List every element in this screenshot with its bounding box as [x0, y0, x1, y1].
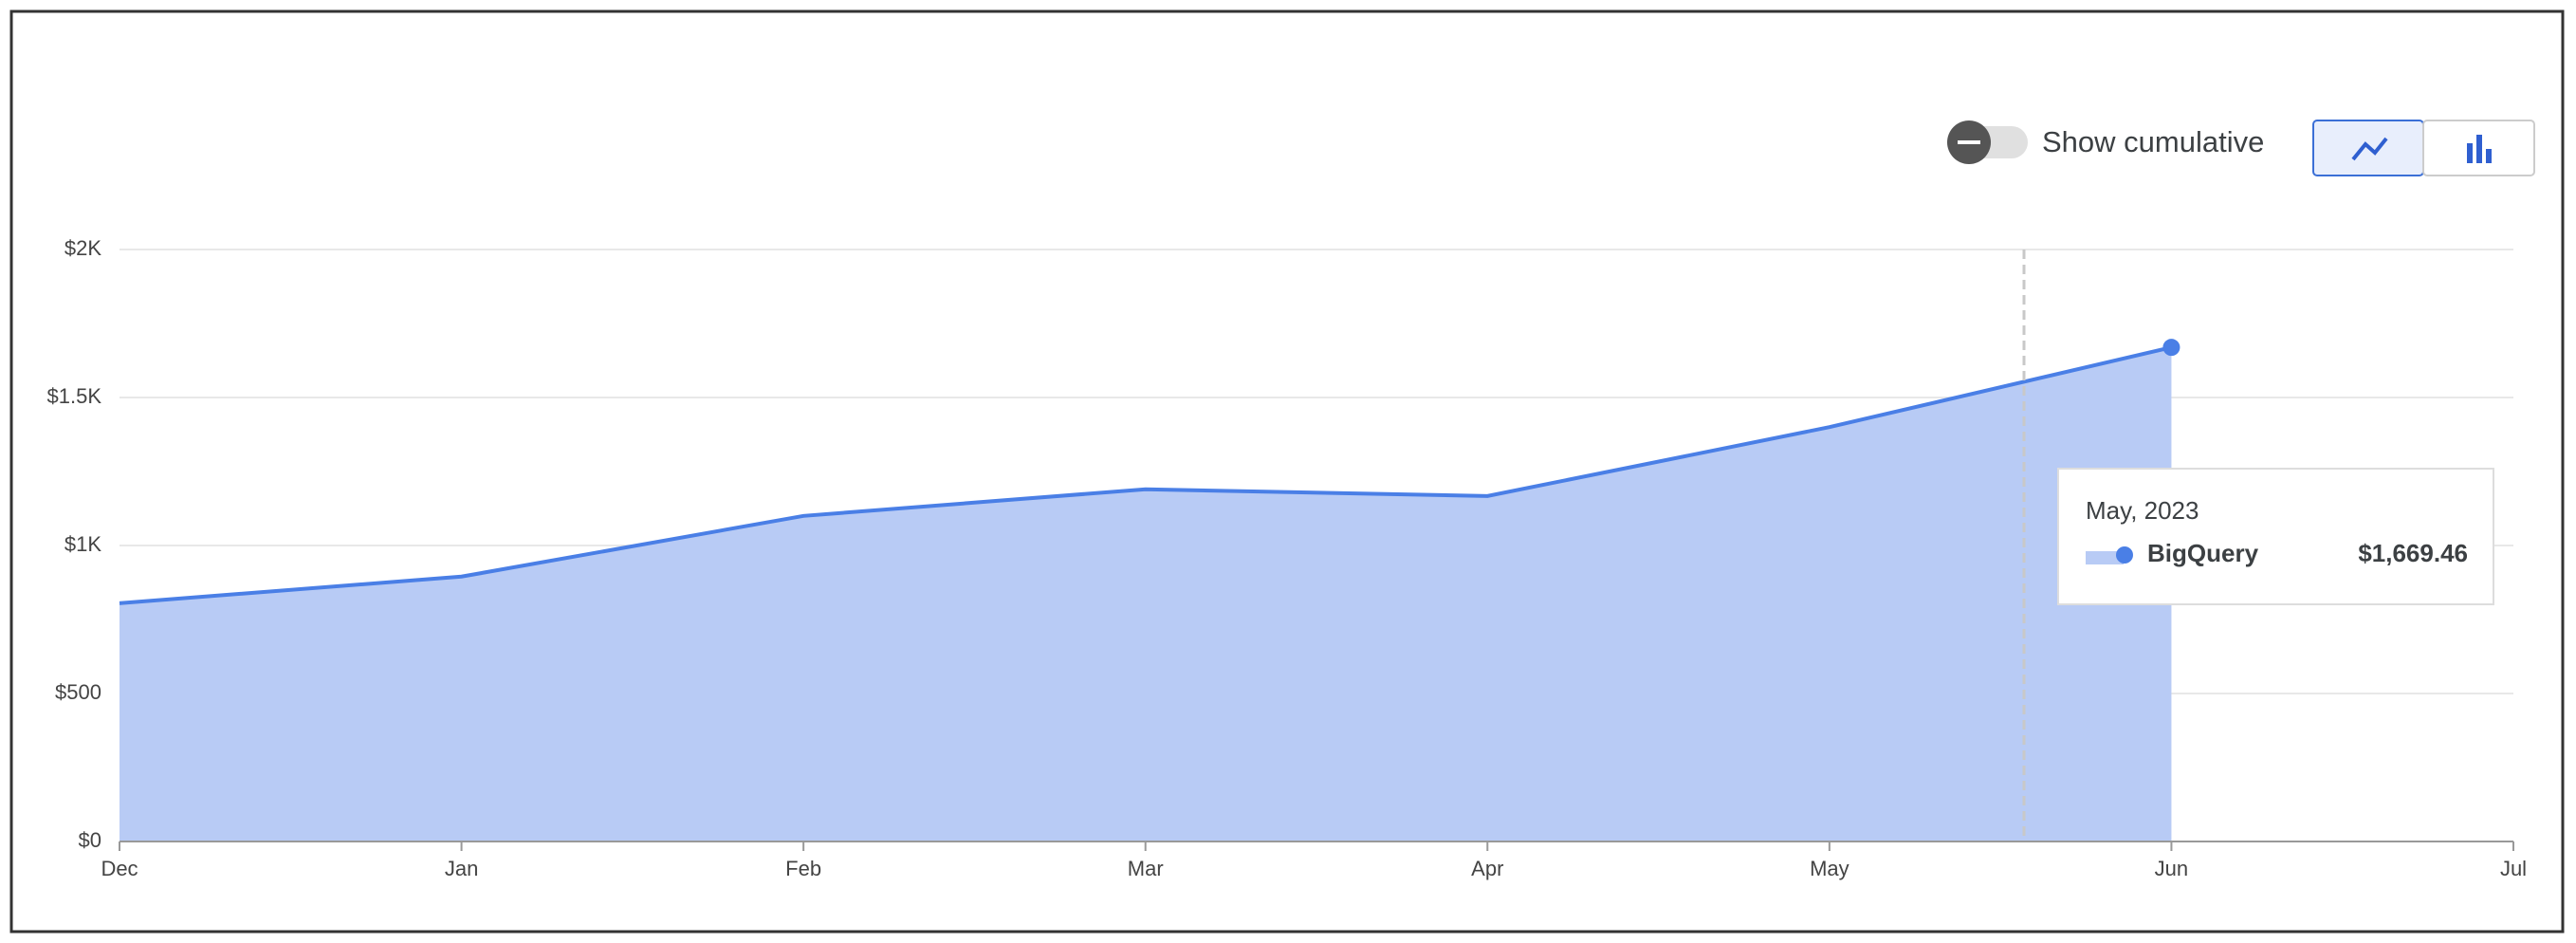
line-view-button[interactable]: [2312, 120, 2424, 176]
tooltip-swatch: [2086, 551, 2124, 564]
tooltip-series: BigQuery: [2147, 539, 2259, 567]
tooltip-value: $1,669.46: [2358, 539, 2468, 567]
tooltip-title: May, 2023: [2086, 496, 2199, 525]
point: [2162, 339, 2180, 357]
y-tick-label: $1K: [64, 532, 101, 556]
x-tick-label: Feb: [785, 857, 821, 880]
line: [119, 345, 2172, 605]
bar-icon: [2486, 149, 2492, 163]
x-tick-label: Apr: [1471, 857, 1503, 880]
y-tick-label: $500: [55, 680, 101, 704]
bar-view-button[interactable]: [2422, 120, 2535, 176]
x-tick-label: Dec: [101, 857, 138, 880]
y-tick-label: $2K: [64, 236, 101, 260]
x-tick-label: May: [1810, 857, 1849, 880]
x-tick-label: Jan: [445, 857, 478, 880]
bar-icon: [2467, 143, 2473, 163]
area: [120, 347, 2172, 841]
cumulative-toggle[interactable]: [1947, 120, 2028, 164]
toggle-label: Show cumulative: [2042, 125, 2264, 158]
x-tick-label: Mar: [1128, 857, 1164, 880]
bar-icon: [2476, 135, 2482, 163]
x-tick-label: Jun: [2155, 857, 2188, 880]
line-icon: [2351, 137, 2388, 161]
tooltip-dot: [2116, 546, 2133, 564]
y-tick-label: $1.5K: [47, 384, 102, 408]
x-tick-label: Jul: [2500, 857, 2527, 880]
tooltip-box: [2057, 468, 2494, 605]
tooltip: May, 2023 BigQuery $1,669.46: [2057, 468, 2494, 605]
y-tick-label: $0: [79, 828, 101, 852]
